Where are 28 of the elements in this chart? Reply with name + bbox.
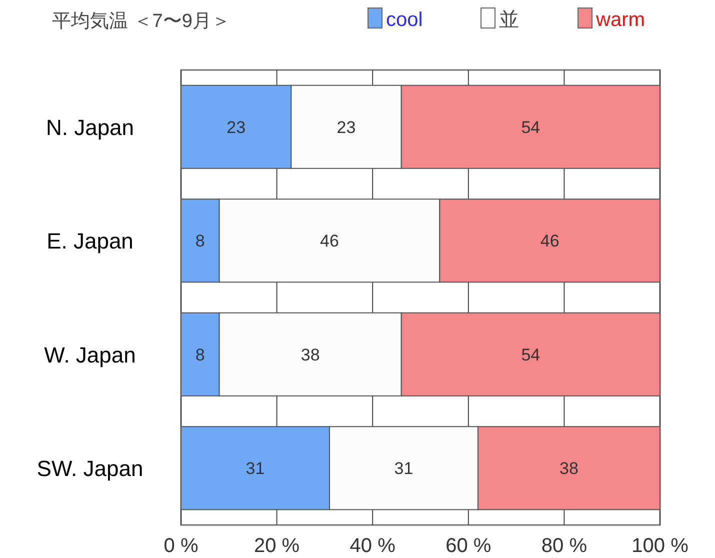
data-label: 54 (521, 345, 540, 364)
y-tick-label: W. Japan (44, 342, 136, 368)
y-tick-label: N. Japan (46, 114, 134, 140)
legend-item: cool (368, 8, 423, 31)
data-label: 31 (246, 459, 265, 478)
chart-title: 平均気温 ＜7〜9月＞ (52, 11, 230, 32)
data-label: 38 (560, 459, 578, 478)
y-tick-label: SW. Japan (36, 456, 144, 482)
legend-item: 並 (480, 8, 519, 31)
x-tick-label: 80 % (541, 535, 588, 557)
data-label: 46 (320, 232, 339, 251)
data-label: 8 (195, 232, 205, 251)
data-label: 38 (300, 345, 320, 364)
x-tick-label: 60 % (446, 535, 492, 557)
x-tick-label: 20 % (254, 535, 300, 557)
data-label: 8 (195, 345, 205, 364)
x-tick-label: 0 % (164, 535, 198, 557)
data-label: 46 (540, 232, 560, 251)
legend-item: warm (578, 8, 645, 31)
data-label: 31 (394, 459, 414, 478)
data-label: 23 (226, 118, 246, 137)
data-label: 54 (521, 118, 540, 137)
data-label: 23 (336, 118, 356, 137)
x-tick-label: 100 % (632, 535, 689, 557)
legend-label: cool (386, 9, 423, 31)
y-tick-label: E. Japan (46, 228, 134, 254)
x-tick-label: 40 % (350, 535, 396, 557)
legend-label: 並 (499, 9, 519, 31)
